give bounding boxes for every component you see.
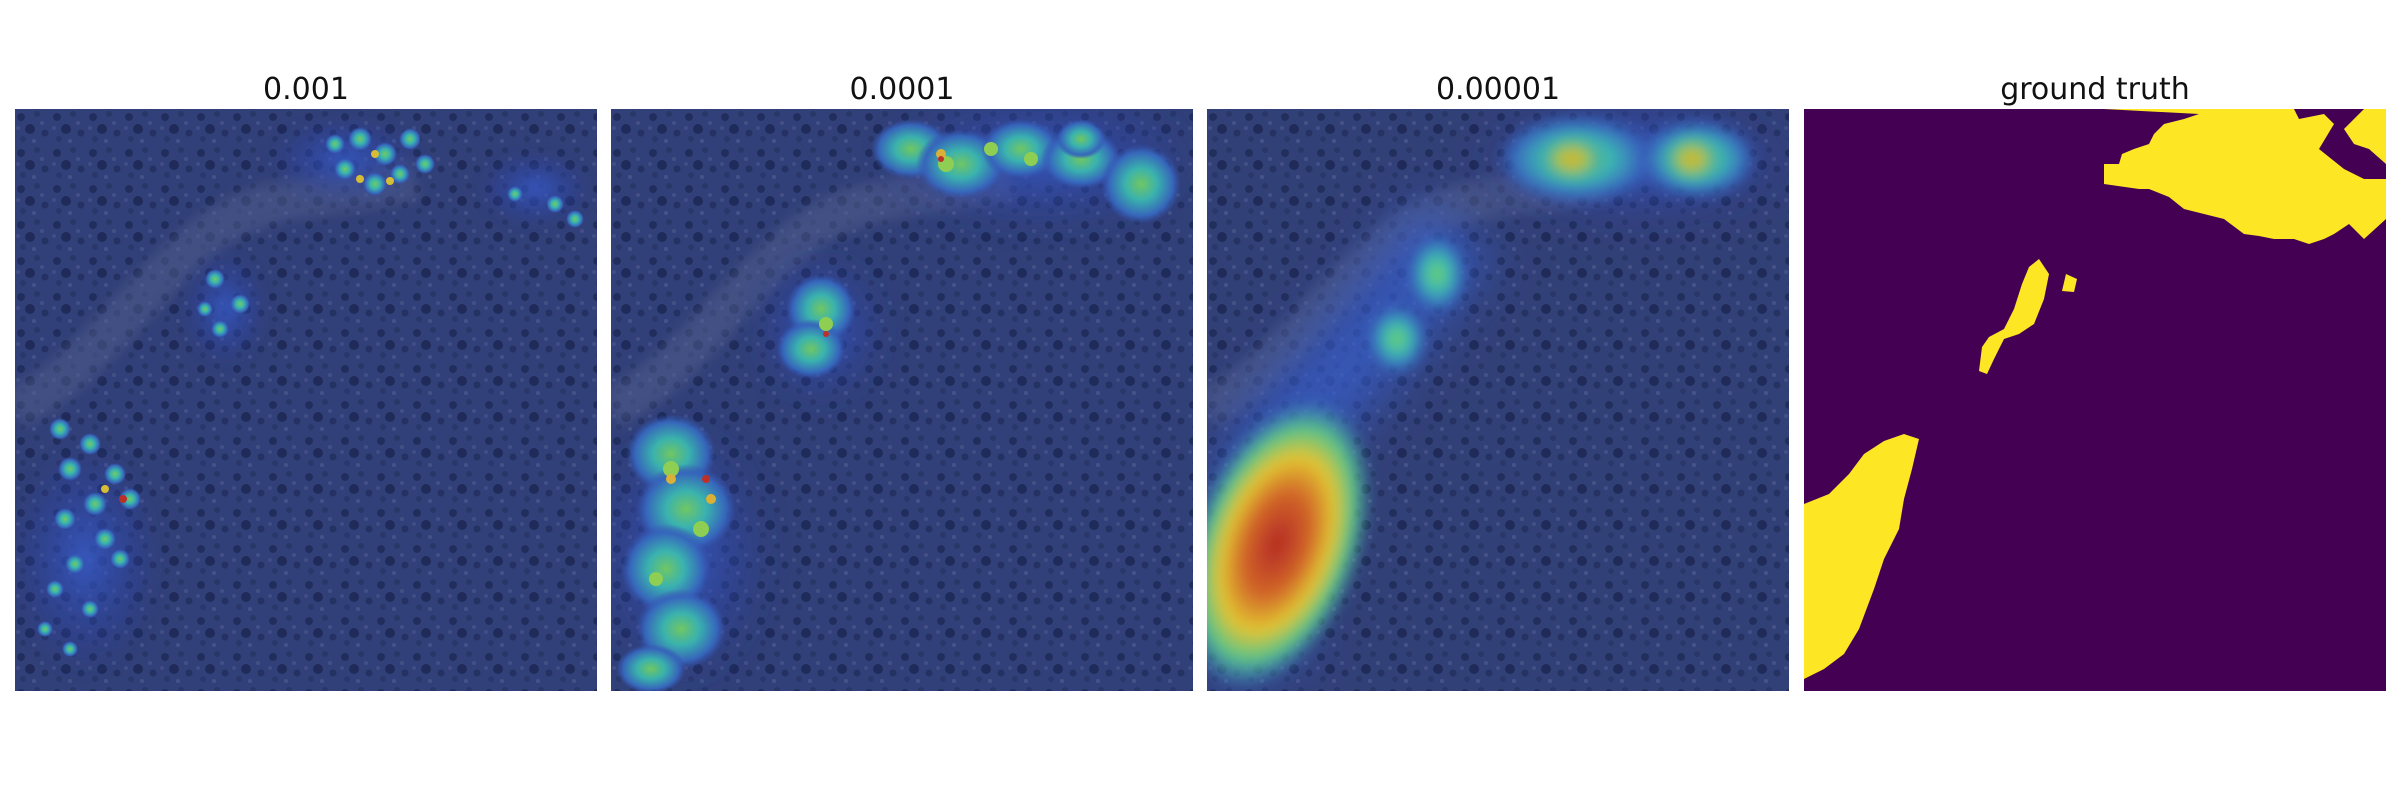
- heatmap-image: [15, 109, 597, 691]
- heatmap-image: [611, 109, 1193, 691]
- heatmap-panel-000001: [1207, 109, 1789, 691]
- heatmap-panel-0001: [15, 109, 597, 691]
- heatmap-panel-00001: [611, 109, 1193, 691]
- panel-title-4: ground truth: [1804, 70, 2386, 110]
- ground-truth-panel: [1804, 109, 2386, 691]
- heatmap-image: [1207, 109, 1789, 691]
- ground-truth-mask: [1804, 109, 2386, 691]
- panel-title-1: 0.001: [15, 70, 597, 110]
- panel-title-3: 0.00001: [1207, 70, 1789, 110]
- panel-title-2: 0.0001: [611, 70, 1193, 110]
